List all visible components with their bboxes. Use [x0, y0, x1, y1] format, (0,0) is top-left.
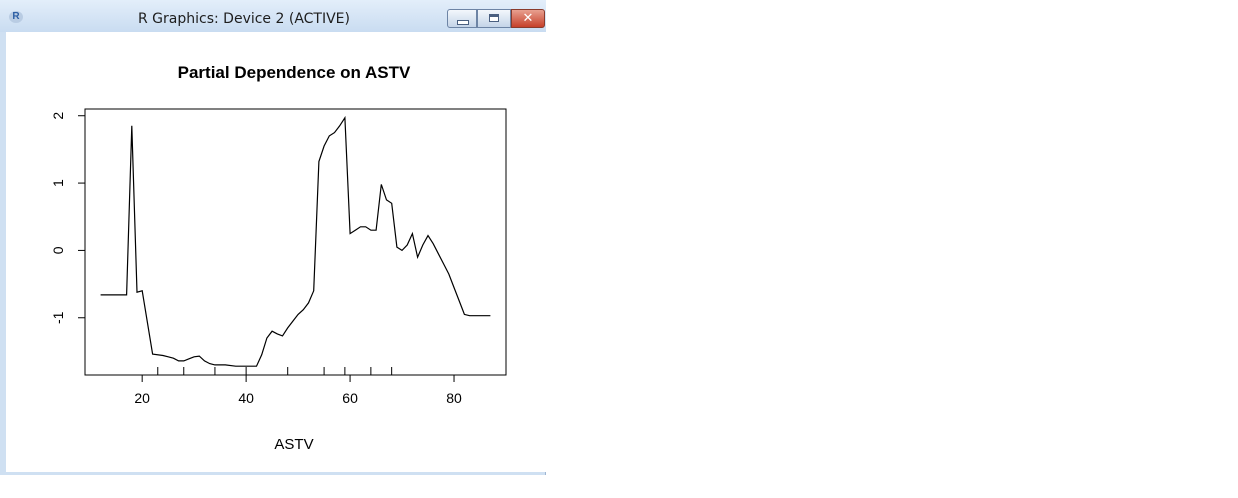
x-tick-label: 20 [134, 390, 150, 406]
close-button[interactable]: ✕ [511, 9, 545, 28]
maximize-button[interactable] [477, 9, 511, 28]
x-axis: 20 40 60 80 [134, 375, 462, 406]
x-tick-label: 80 [446, 390, 462, 406]
y-axis: -1 0 1 2 [50, 112, 85, 324]
minimize-icon [457, 20, 469, 25]
y-tick-label: 2 [50, 112, 66, 120]
chart-title: Partial Dependence on ASTV [178, 63, 411, 82]
x-tick-label: 40 [238, 390, 254, 406]
plot-box [84, 108, 507, 376]
rug-marks [157, 367, 393, 375]
x-tick-label: 60 [342, 390, 358, 406]
x-axis-label: ASTV [274, 436, 313, 453]
partial-dependence-line [100, 115, 491, 367]
graphics-window: R R Graphics: Device 2 (ACTIVE) ✕ Partia… [0, 0, 546, 475]
partial-dependence-plot: Partial Dependence on ASTV ASTV 20 40 60 80… [50, 63, 507, 453]
y-tick-label: 1 [50, 179, 66, 187]
r-logo-icon: R [9, 11, 23, 23]
maximize-icon [489, 14, 499, 22]
minimize-button[interactable] [447, 9, 477, 28]
y-tick-label: 0 [50, 246, 66, 254]
y-tick-label: -1 [50, 311, 66, 324]
plot-canvas: Partial Dependence on ASTV ASTV 20 40 60 80… [6, 32, 546, 472]
window-title: R Graphics: Device 2 (ACTIVE) [138, 11, 350, 27]
title-bar[interactable]: R R Graphics: Device 2 (ACTIVE) ✕ [0, 0, 546, 32]
close-icon: ✕ [522, 11, 534, 26]
